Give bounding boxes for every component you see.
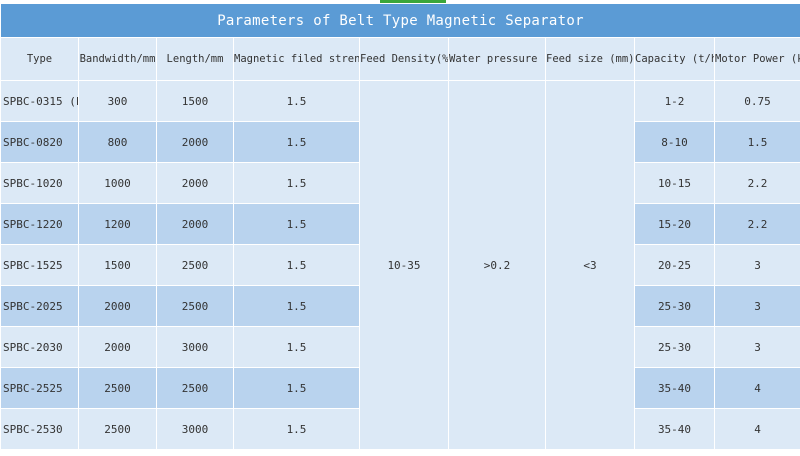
- cell-length: 3000: [156, 326, 234, 368]
- table-row: SPBC-1525 1500 2500 1.5 20-25 3: [0, 244, 800, 286]
- cell-type: SPBC-2525: [0, 367, 79, 409]
- cell-strength: 1.5: [233, 162, 360, 204]
- cell-strength: 1.5: [233, 80, 360, 122]
- cell-strength: 1.5: [233, 367, 360, 409]
- header-type: Type: [0, 37, 79, 81]
- table-row: SPBC-1220 1200 2000 1.5 15-20 2.2: [0, 203, 800, 245]
- cell-strength: 1.5: [233, 121, 360, 163]
- header-magnetic-strength: Magnetic filed strength(T): [233, 37, 360, 81]
- cell-bandwidth: 300: [78, 80, 157, 122]
- cell-capacity: 35-40: [634, 408, 715, 450]
- cell-power: 2.2: [713, 162, 800, 204]
- cell-length: 1500: [156, 80, 234, 122]
- cell-bandwidth: 2500: [78, 408, 157, 450]
- cell-bandwidth: 1000: [78, 162, 157, 204]
- table-row: SPBC-0820 800 2000 1.5 8-10 1.5: [0, 121, 800, 163]
- cell-capacity: 20-25: [634, 244, 715, 286]
- cell-bandwidth: 2000: [78, 285, 157, 327]
- table-row: SPBC-2530 2500 3000 1.5 35-40 4: [0, 408, 800, 450]
- table-row: SPBC-2030 2000 3000 1.5 25-30 3: [0, 326, 800, 368]
- cell-power: 1.5: [713, 121, 800, 163]
- header-bandwidth: Bandwidth/mm: [78, 37, 157, 81]
- cell-power: 4: [713, 408, 800, 450]
- header-feed-density: Feed Density(%): [359, 37, 449, 81]
- table-row: SPBC-2525 2500 2500 1.5 35-40 4: [0, 367, 800, 409]
- cell-power: 4: [713, 367, 800, 409]
- table-title: Parameters of Belt Type Magnetic Separat…: [0, 3, 800, 38]
- cell-type: SPBC-2530: [0, 408, 79, 450]
- cell-capacity: 25-30: [634, 326, 715, 368]
- cell-power: 0.75: [713, 80, 800, 122]
- cell-length: 2000: [156, 162, 234, 204]
- cell-type: SPBC-0820: [0, 121, 79, 163]
- cell-type: SPBC-1020: [0, 162, 79, 204]
- cell-capacity: 25-30: [634, 285, 715, 327]
- cell-capacity: 15-20: [634, 203, 715, 245]
- accent-bar: [380, 0, 446, 3]
- cell-bandwidth: 1200: [78, 203, 157, 245]
- cell-strength: 1.5: [233, 408, 360, 450]
- cell-type: SPBC-1220: [0, 203, 79, 245]
- cell-type: SPBC-2025: [0, 285, 79, 327]
- cell-bandwidth: 1500: [78, 244, 157, 286]
- cell-feed-size: <3: [545, 80, 635, 450]
- cell-bandwidth: 800: [78, 121, 157, 163]
- cell-power: 3: [713, 285, 800, 327]
- cell-length: 2000: [156, 121, 234, 163]
- header-motor-power: Motor Power (kw): [713, 37, 800, 81]
- header-feed-size: Feed size (mm): [545, 37, 635, 81]
- cell-power: 3: [713, 326, 800, 368]
- cell-strength: 1.5: [233, 203, 360, 245]
- cell-feed-density: 10-35: [359, 80, 449, 450]
- cell-power: 2.2: [713, 203, 800, 245]
- parameters-table: Parameters of Belt Type Magnetic Separat…: [0, 3, 800, 450]
- cell-strength: 1.5: [233, 326, 360, 368]
- cell-capacity: 1-2: [634, 80, 715, 122]
- cell-power: 3: [713, 244, 800, 286]
- cell-capacity: 10-15: [634, 162, 715, 204]
- cell-type: SPBC-1525: [0, 244, 79, 286]
- cell-type: SPBC-0315 (Lab): [0, 80, 79, 122]
- cell-strength: 1.5: [233, 244, 360, 286]
- cell-length: 2000: [156, 203, 234, 245]
- cell-capacity: 8-10: [634, 121, 715, 163]
- cell-type: SPBC-2030: [0, 326, 79, 368]
- header-water-pressure: Water pressure (Mpa): [448, 37, 546, 81]
- cell-water-pressure: >0.2: [448, 80, 546, 450]
- table-row: SPBC-0315 (Lab) 300 1500 1.5 10-35 >0.2 …: [0, 80, 800, 450]
- header-row: Type Bandwidth/mm Length/mm Magnetic fil…: [0, 37, 800, 81]
- cell-length: 2500: [156, 367, 234, 409]
- header-capacity: Capacity (t/h): [634, 37, 715, 81]
- cell-length: 2500: [156, 244, 234, 286]
- cell-length: 3000: [156, 408, 234, 450]
- cell-capacity: 35-40: [634, 367, 715, 409]
- cell-bandwidth: 2000: [78, 326, 157, 368]
- cell-bandwidth: 2500: [78, 367, 157, 409]
- cell-strength: 1.5: [233, 285, 360, 327]
- header-length: Length/mm: [156, 37, 234, 81]
- cell-length: 2500: [156, 285, 234, 327]
